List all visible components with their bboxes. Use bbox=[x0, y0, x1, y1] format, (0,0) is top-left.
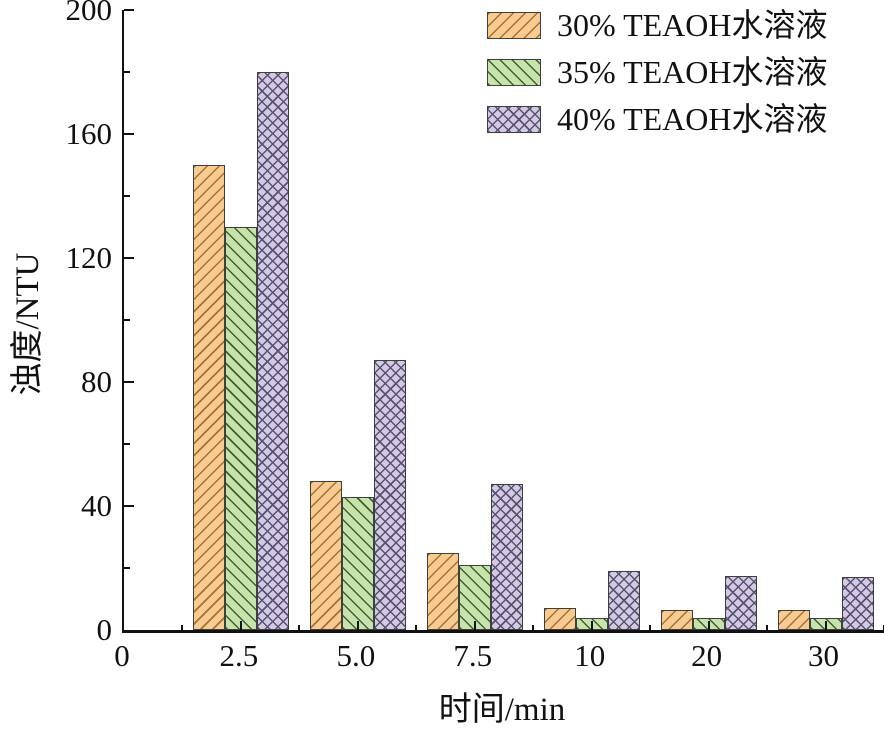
x-major-tick bbox=[239, 621, 242, 630]
bar bbox=[660, 609, 693, 630]
y-axis-title: 浊度/NTU bbox=[10, 252, 46, 396]
y-minor-tick bbox=[124, 195, 130, 197]
y-minor-tick bbox=[124, 319, 130, 321]
x-major-tick bbox=[707, 621, 710, 630]
x-tick-label: 20 bbox=[691, 638, 723, 673]
plot-area bbox=[122, 9, 884, 633]
y-tick-label: 160 bbox=[65, 116, 113, 151]
bar bbox=[607, 571, 640, 630]
x-minor-tick bbox=[766, 625, 769, 630]
y-tick-label: 120 bbox=[65, 240, 113, 275]
y-major-tick bbox=[124, 505, 134, 507]
legend-label: 30% TEAOH水溶液 bbox=[557, 7, 828, 43]
bar bbox=[256, 72, 289, 630]
y-major-tick bbox=[124, 381, 134, 383]
bar bbox=[543, 608, 576, 630]
y-minor-tick bbox=[124, 567, 130, 569]
x-tick-label: 2.5 bbox=[219, 638, 259, 673]
x-tick-label: 30 bbox=[808, 638, 840, 673]
x-minor-tick bbox=[415, 625, 418, 630]
legend-item: 40% TEAOH水溶液 bbox=[487, 102, 828, 136]
x-minor-tick bbox=[649, 625, 652, 630]
x-major-tick bbox=[473, 621, 476, 630]
bar bbox=[373, 360, 406, 630]
x-minor-tick bbox=[298, 625, 301, 630]
legend-label: 35% TEAOH水溶液 bbox=[557, 54, 828, 90]
bar bbox=[341, 496, 374, 630]
x-tick-label: 7.5 bbox=[453, 638, 493, 673]
x-origin-label: 0 bbox=[114, 638, 130, 673]
x-major-tick bbox=[356, 621, 359, 630]
bar bbox=[426, 552, 459, 630]
legend-item: 35% TEAOH水溶液 bbox=[487, 55, 828, 89]
y-tick-label: 200 bbox=[65, 0, 113, 27]
bar bbox=[192, 165, 225, 630]
y-major-tick bbox=[124, 257, 134, 259]
x-minor-tick bbox=[532, 625, 535, 630]
x-axis-title: 时间/min bbox=[438, 692, 566, 728]
y-tick-label: 0 bbox=[96, 612, 113, 647]
bar bbox=[724, 575, 757, 630]
bar bbox=[490, 484, 523, 630]
bar bbox=[458, 564, 491, 630]
bar bbox=[841, 577, 874, 630]
legend-swatch-icon bbox=[487, 58, 541, 86]
legend-swatch-icon bbox=[487, 11, 541, 39]
legend-item: 30% TEAOH水溶液 bbox=[487, 8, 828, 42]
x-major-tick bbox=[824, 621, 827, 630]
y-minor-tick bbox=[124, 443, 130, 445]
x-major-tick bbox=[590, 621, 593, 630]
x-minor-tick bbox=[181, 625, 184, 630]
y-major-tick bbox=[124, 133, 134, 135]
y-tick-label: 80 bbox=[81, 364, 112, 399]
y-tick-label: 40 bbox=[81, 488, 112, 523]
legend-swatch-icon bbox=[487, 105, 541, 133]
bar bbox=[224, 227, 257, 630]
y-major-tick bbox=[124, 9, 134, 11]
bar bbox=[309, 481, 342, 630]
bar bbox=[777, 609, 810, 630]
legend-label: 40% TEAOH水溶液 bbox=[557, 101, 828, 137]
x-tick-label: 5.0 bbox=[336, 638, 376, 673]
y-minor-tick bbox=[124, 71, 130, 73]
x-tick-label: 10 bbox=[574, 638, 606, 673]
legend: 30% TEAOH水溶液 35% TEAOH水溶液 40% TEAOH水溶液 bbox=[487, 8, 828, 136]
